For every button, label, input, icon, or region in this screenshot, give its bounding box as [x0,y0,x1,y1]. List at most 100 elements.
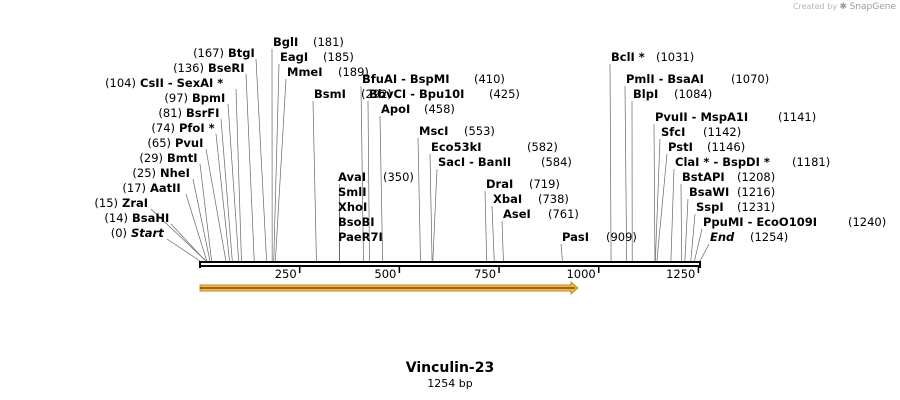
leader-bfuai-bspmi [360,85,364,262]
site-position-saci-banii: (584) [541,155,572,169]
site-name-xbai: XbaI [493,192,522,206]
site-position-xbai: (738) [538,192,569,206]
leader-sspi [690,213,696,262]
leader-csii-sexai [235,88,242,262]
leader-btgi [255,58,267,262]
leader-msci [417,137,421,262]
site-name-bmti: BmtI [167,151,198,165]
site-name-blpi: BlpI [633,87,658,101]
feature-track [199,281,579,295]
leader-nhei [192,178,211,262]
site-position-sspi: (1231) [737,200,775,214]
site-position-apoi: (458) [424,102,455,116]
site-name-pfoi: PfoI * [179,121,215,135]
leader-psti [656,153,668,262]
site-name-eco53ki: Eco53kI [431,140,482,154]
site-position-pvuii-mspa1i: (1141) [778,110,816,124]
site-position-bpmi: (97) [164,91,188,105]
site-position-bmti: (29) [139,151,163,165]
site-position-bsawi: (1216) [737,185,775,199]
leader-bsrfi [220,118,233,262]
site-position-pmli-bsaai: (1070) [731,72,769,86]
plasmid-length: 1254 bp [427,377,473,390]
snapgene-logo-icon: ✱ [839,2,848,12]
site-name-pasi: PasI [562,230,589,244]
site-position-clai-bspdi: (1181) [792,155,830,169]
site-name-bfuai-bspmi: BfuAI - BspMI [362,72,449,86]
leader-pvuii-mspa1i [653,123,656,262]
site-name-sfci: SfcI [661,125,685,139]
leader-asei [501,220,504,262]
site-position-end: (1254) [750,230,788,244]
site-position-nhei: (25) [132,166,156,180]
site-name-bsmi: BsmI [314,87,346,101]
site-name-pvuii-mspa1i: PvuII - MspA1I [655,110,748,124]
site-position-start: (0) [111,226,127,240]
leader-pmli-bsaai [624,85,627,262]
site-position-bcli: (1031) [656,50,694,64]
site-name-msci: MscI [419,124,448,138]
leader-bsawi [684,198,689,262]
site-name-start: Start [131,226,164,240]
site-position-psti: (1146) [707,140,745,154]
snapgene-credit: Created by ✱ SnapGene [793,2,896,12]
leader-bcli [609,63,612,262]
site-name-xhoi: XhoI [338,200,367,214]
leader-aatii [185,193,208,262]
site-name-bbvci-bpu10i: BbvCI - Bpu10I [369,87,464,101]
site-labels: (0) Start(14) BsaHI (15) ZraI(17) AatII(25) Nh… [94,35,886,244]
ruler-tick-label: 1000 [566,267,595,281]
site-position-aatii: (17) [122,181,146,195]
site-position-bbvci-bpu10i: (425) [489,87,520,101]
site-position-pvui: (65) [147,136,171,150]
leader-bmti [199,163,212,262]
site-name-drai: DraI [486,177,513,191]
leader-pasi [560,243,563,262]
site-name-bseri: BseRI [208,61,245,75]
site-position-eco53ki: (582) [527,140,558,154]
site-name-bsobi: BsoBI [338,215,375,229]
leader-xbai [491,205,495,262]
leader-mmei [275,78,287,262]
site-name-asei: AseI [503,207,531,221]
leader-bpmi [227,103,240,262]
credit-brand: SnapGene [849,2,896,12]
site-name-sspi: SspI [696,200,724,214]
site-name-bsrfi: BsrFI [186,106,219,120]
site-name-clai-bspdi: ClaI * - BspDI * [675,155,770,169]
site-name-saci-banii: SacI - BanII [438,155,511,169]
site-name-eagi: EagI [280,50,308,64]
site-name-pvui: PvuI [175,136,203,150]
plasmid-name: Vinculin-23 [405,360,495,376]
site-name-bgli: BglI [273,35,298,49]
site-name-csii-sexai: CsII - SexAI * [140,76,223,90]
site-position-avai-group: (350) [383,170,414,184]
site-position-zrai: (15) [94,196,118,210]
site-position-csii-sexai: (104) [105,76,136,90]
leader-ppumi-ecoo109i [694,228,703,262]
site-name-nhei: NheI [160,166,190,180]
site-position-pfoi: (74) [151,121,175,135]
leader-saci-banii [432,168,438,262]
leader-end [699,243,710,262]
leader-bbvci-bpu10i [367,100,370,262]
ruler-tick-label: 500 [374,267,396,281]
site-name-btgi: BtgI [228,46,255,60]
site-name-bsahi: BsaHI [132,211,169,225]
site-name-pmli-bsaai: PmlI - BsaAI [626,72,704,86]
site-position-asei: (761) [548,207,579,221]
site-name-bpmi: BpmI [192,91,225,105]
site-name-bcli: BclI * [611,50,645,64]
leader-eagi [273,63,280,262]
site-name-psti: PstI [668,140,693,154]
site-name-ppumi-ecoo109i: PpuMI - EcoO109I [703,215,817,229]
site-position-bsrfi: (81) [158,106,182,120]
credit-prefix: Created by [792,2,837,11]
site-position-sfci: (1142) [703,125,741,139]
leader-pfoi [215,133,230,262]
site-position-ppumi-ecoo109i: (1240) [848,215,886,229]
site-name-bstapi: BstAPI [682,170,725,184]
leader-eco53ki [429,153,433,262]
site-name-paer7i: PaeR7I [338,230,383,244]
leader-sfci [654,138,661,262]
